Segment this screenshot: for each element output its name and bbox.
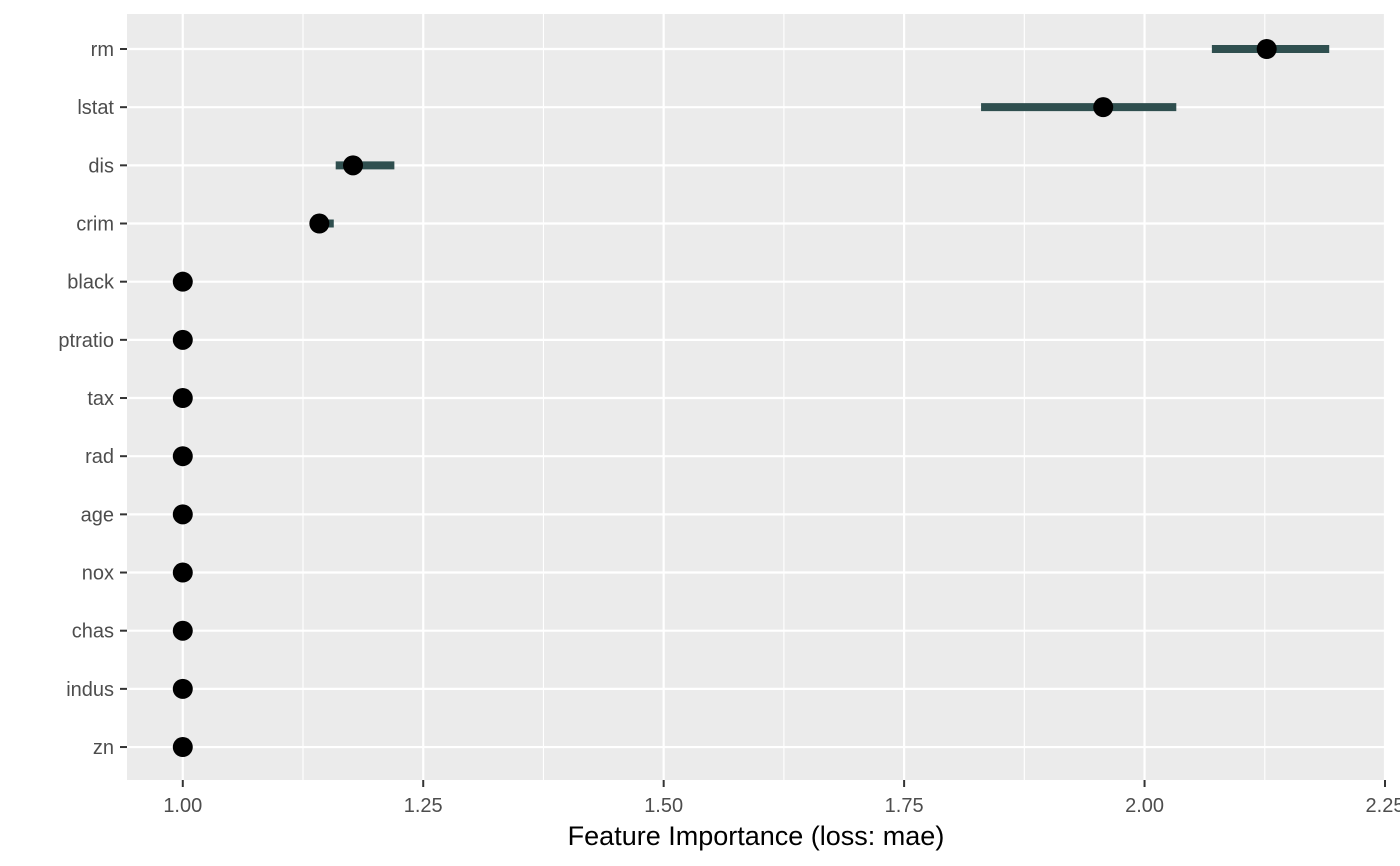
y-tick-label: black [67, 272, 115, 294]
y-tick-label: indus [66, 679, 114, 701]
point-age [172, 504, 193, 525]
point-dis [343, 155, 364, 176]
x-tick-label: 2.25 [1366, 795, 1400, 817]
x-tick-label: 2.00 [1125, 795, 1164, 817]
x-tick-label: 1.25 [404, 795, 443, 817]
y-tick-label: crim [76, 214, 114, 236]
point-tax [172, 388, 193, 409]
point-nox [172, 562, 193, 583]
y-tick-label: chas [72, 621, 114, 643]
y-tick-label: nox [82, 563, 114, 585]
x-axis: 1.00 1.25 1.50 1.75 2.00 2.25 [163, 780, 1400, 817]
x-axis-title: Feature Importance (loss: mae) [568, 821, 945, 851]
y-tick-label: lstat [77, 97, 114, 119]
importance-points [172, 39, 1277, 758]
point-black [172, 271, 193, 292]
x-tick-label: 1.75 [885, 795, 924, 817]
y-tick-label: tax [87, 388, 114, 410]
y-tick-label: dis [88, 155, 114, 177]
y-tick-label: rad [85, 446, 114, 468]
x-tick-label: 1.50 [644, 795, 683, 817]
point-rad [172, 446, 193, 467]
point-ptratio [172, 329, 193, 350]
major-gridlines [127, 14, 1387, 780]
y-axis: rm lstat dis crim black ptratio tax rad age nox ch… [58, 39, 127, 759]
y-tick-label: ptratio [58, 330, 114, 352]
point-chas [172, 620, 193, 641]
point-crim [309, 213, 330, 234]
y-tick-label: rm [91, 39, 114, 61]
point-indus [172, 678, 193, 699]
point-zn [172, 737, 193, 758]
point-lstat [1093, 97, 1114, 118]
y-tick-label: age [81, 504, 114, 526]
point-rm [1256, 39, 1277, 59]
x-tick-label: 1.00 [163, 795, 202, 817]
y-tick-label: zn [93, 737, 114, 759]
